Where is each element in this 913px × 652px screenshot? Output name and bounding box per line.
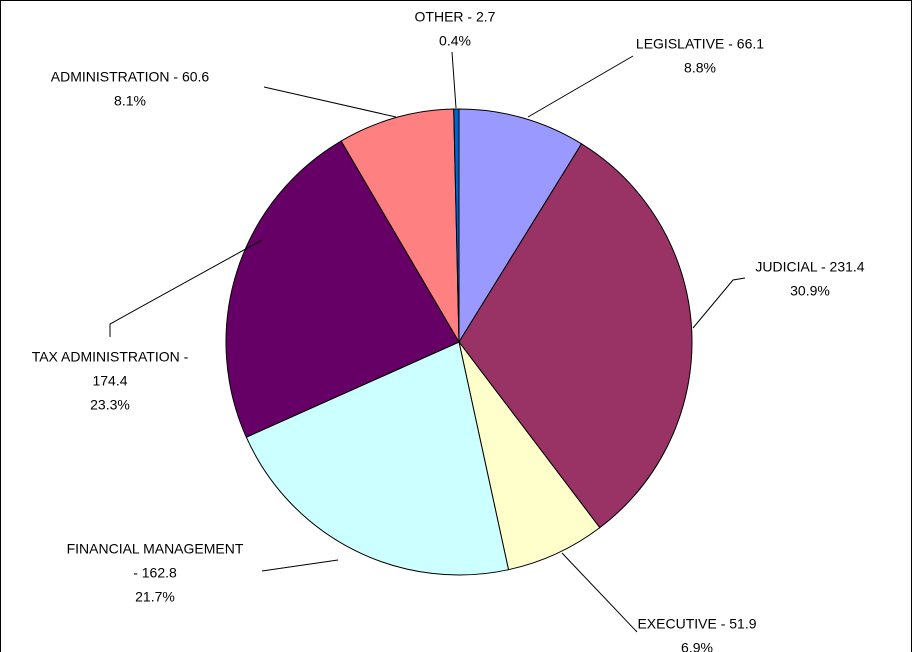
percent-label: 30.9%	[790, 283, 830, 299]
slice-label: TAX ADMINISTRATION -	[32, 349, 189, 365]
pie-slice	[458, 108, 583, 344]
leader-line	[261, 559, 339, 572]
percent-label: 21.7%	[135, 589, 175, 605]
leader-line	[692, 277, 746, 329]
percent-label: 0.4%	[439, 33, 471, 49]
percent-label: 23.3%	[90, 397, 130, 413]
leader-line	[561, 552, 638, 633]
slice-label: OTHER - 2.7	[415, 9, 496, 25]
pie-slice	[453, 108, 460, 343]
slice-label: FINANCIAL MANAGEMENT	[67, 541, 244, 557]
leader-line	[527, 55, 634, 118]
leader-line	[451, 51, 457, 109]
percent-label: 8.8%	[684, 60, 716, 76]
pie-slice	[458, 143, 693, 529]
slice-label: LEGISLATIVE - 66.1	[636, 36, 764, 52]
slice-label: JUDICIAL - 231.4	[755, 259, 864, 275]
percent-label: 8.1%	[114, 93, 146, 109]
pie-slice	[225, 140, 460, 438]
slice-label: 174.4	[92, 373, 127, 389]
slice-label: EXECUTIVE - 51.9	[637, 616, 756, 632]
leader-line	[263, 86, 397, 118]
slice-label: ADMINISTRATION - 60.6	[51, 69, 210, 85]
slice-label: - 162.8	[133, 565, 177, 581]
leader-line	[109, 239, 263, 337]
pie-slice	[340, 108, 460, 344]
pie-slice	[245, 341, 510, 576]
percent-label: 6.9%	[681, 640, 713, 652]
